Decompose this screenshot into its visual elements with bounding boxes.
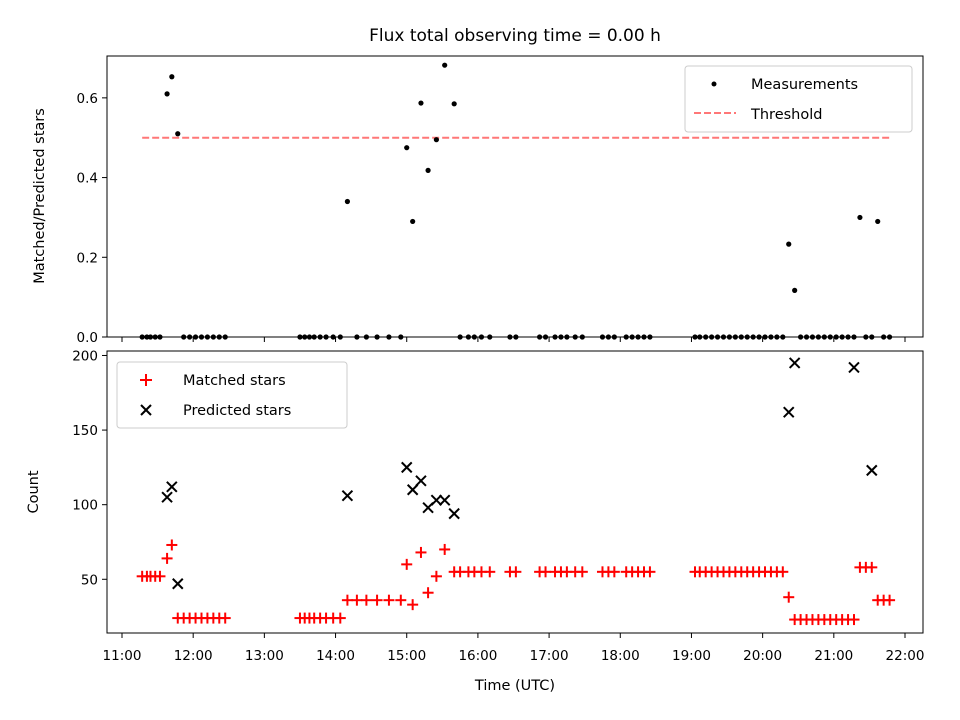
matched-point xyxy=(884,594,896,606)
measurement-point xyxy=(451,101,457,107)
predicted-point xyxy=(848,361,860,374)
matched-point xyxy=(371,594,383,606)
matched-point xyxy=(415,546,427,558)
x-tick-label: 18:00 xyxy=(601,648,640,664)
measurement-point xyxy=(404,145,410,151)
measurement-point xyxy=(410,218,416,225)
bottom-legend: Matched stars Predicted stars xyxy=(116,361,348,429)
x-tick-label: 17:00 xyxy=(530,648,569,664)
top-legend: Measurements Threshold xyxy=(684,65,913,133)
predicted-point xyxy=(415,475,427,487)
predicted-point xyxy=(438,494,451,506)
measurement-point xyxy=(433,137,439,143)
matched-point xyxy=(848,614,860,626)
matched-point xyxy=(783,591,795,603)
x-tick-label: 16:00 xyxy=(458,648,497,664)
bottom-panel: 50 100 150 200 11:00 12:00 13:00 14:00 15:00 16:0… xyxy=(26,348,924,694)
legend-measurements-label: Measurements xyxy=(751,77,858,93)
matched-point xyxy=(866,561,878,573)
measurement-point xyxy=(175,131,181,137)
x-tick-label: 15:00 xyxy=(387,648,426,664)
x-tick-label: 20:00 xyxy=(743,648,782,664)
x-axis-label: Time (UTC) xyxy=(474,678,555,694)
measurement-point xyxy=(344,198,351,205)
predicted-point xyxy=(430,494,443,506)
x-tick-label: 12:00 xyxy=(174,648,213,664)
matched-point xyxy=(395,594,407,606)
chart-title: Flux total observing time = 0.00 h xyxy=(369,26,661,46)
predicted-point xyxy=(866,464,878,477)
x-tick-label: 11:00 xyxy=(103,648,142,664)
matched-point xyxy=(510,566,522,578)
matched-point xyxy=(351,594,363,606)
x-tick-label: 21:00 xyxy=(814,648,853,664)
top-y-tick-label: 0.4 xyxy=(77,171,98,187)
predicted-point xyxy=(406,484,419,496)
x-tick-label: 19:00 xyxy=(672,648,711,664)
x-tick-label: 13:00 xyxy=(245,648,284,664)
top-y-tick-label: 0.0 xyxy=(77,330,98,346)
matched-point xyxy=(777,566,789,578)
bottom-y-tick-label: 150 xyxy=(72,423,98,439)
measurement-point xyxy=(425,167,431,173)
legend-measurements-marker xyxy=(711,81,717,87)
measurement-point xyxy=(442,62,448,68)
matched-point xyxy=(540,566,552,578)
matched-point xyxy=(360,594,372,606)
legend-predicted-marker xyxy=(140,404,152,416)
matched-point xyxy=(484,566,496,578)
bottom-y-tick-label: 200 xyxy=(72,348,98,364)
predicted-point xyxy=(166,481,178,493)
matched-point xyxy=(439,543,451,555)
matched-point xyxy=(154,570,166,582)
predicted-point xyxy=(448,507,460,520)
matched-point xyxy=(161,552,173,564)
legend-matched-marker xyxy=(140,374,152,386)
matched-point xyxy=(219,612,231,624)
matched-point xyxy=(430,570,442,582)
top-y-axis-label: Matched/Predicted stars xyxy=(32,108,48,284)
matched-point xyxy=(608,566,620,578)
bottom-y-axis-label: Count xyxy=(26,470,42,513)
matched-point xyxy=(644,566,656,578)
predicted-point xyxy=(401,461,413,474)
top-panel: Flux total observing time = 0.00 h 0.0 0.… xyxy=(32,26,924,346)
bottom-axes-frame xyxy=(106,350,924,634)
matched-point xyxy=(576,566,588,578)
predicted-point xyxy=(788,357,801,369)
predicted-point xyxy=(783,406,795,418)
measurement-point xyxy=(164,91,170,97)
measurement-point xyxy=(169,74,175,80)
predicted-point xyxy=(161,491,173,503)
matched-point xyxy=(383,594,395,606)
legend-matched-label: Matched stars xyxy=(183,373,286,389)
legend-predicted-label: Predicted stars xyxy=(183,403,291,419)
matched-point xyxy=(407,599,419,611)
top-y-tick-label: 0.2 xyxy=(77,250,98,266)
measurement-point xyxy=(857,214,863,221)
x-tick-label: 14:00 xyxy=(316,648,355,664)
legend-threshold-label: Threshold xyxy=(750,107,822,123)
measurement-point xyxy=(786,241,792,247)
matched-point xyxy=(334,612,346,624)
measurement-point xyxy=(792,287,798,293)
matched-point xyxy=(341,594,353,606)
bottom-y-tick-label: 50 xyxy=(81,572,98,588)
top-y-tick-label: 0.6 xyxy=(77,91,98,107)
bottom-y-tick-label: 100 xyxy=(72,498,98,514)
predicted-point xyxy=(172,578,184,590)
top-axes-frame xyxy=(106,55,924,338)
measurement-point xyxy=(418,100,424,106)
predicted-point xyxy=(341,490,354,502)
measurement-point xyxy=(875,218,881,225)
x-tick-label: 22:00 xyxy=(886,648,925,664)
matched-point xyxy=(166,539,178,551)
matched-point xyxy=(401,558,413,570)
matched-point xyxy=(422,587,434,599)
